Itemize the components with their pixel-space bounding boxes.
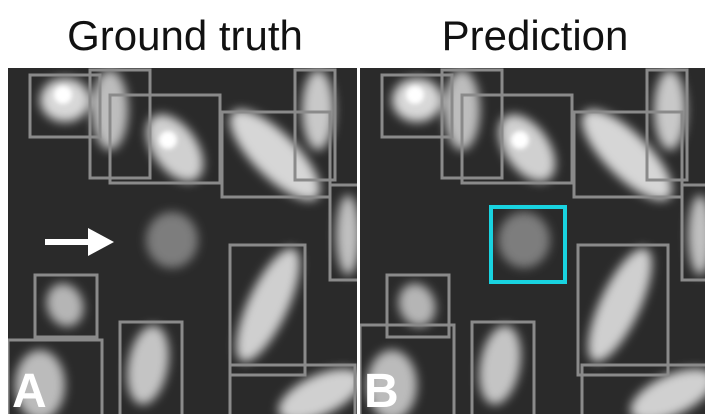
panel-label: A [12, 365, 47, 414]
panel-image [360, 68, 705, 414]
arrow [45, 228, 114, 256]
panel-title: Prediction [442, 12, 629, 59]
boxes [360, 68, 705, 414]
panel-title: Ground truth [67, 12, 303, 59]
panel-label: B [364, 365, 399, 414]
panel-image [8, 68, 357, 414]
prediction-box [489, 205, 567, 284]
boxes [8, 68, 357, 414]
divider [357, 68, 360, 414]
